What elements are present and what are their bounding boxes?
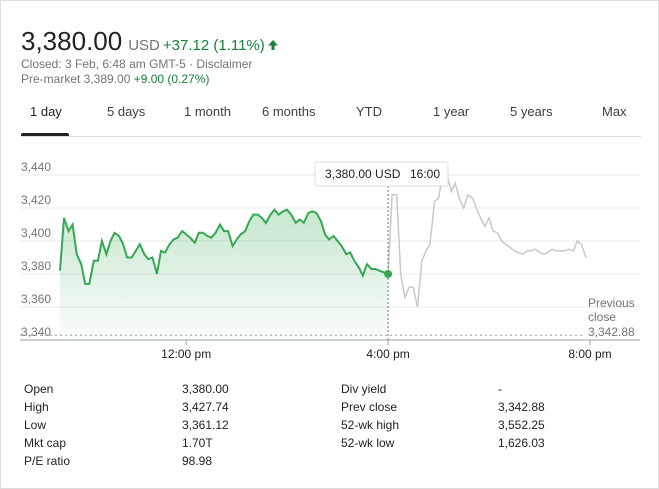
- tooltip-time: 16:00: [410, 167, 440, 181]
- tab-6-months[interactable]: 6 months: [262, 104, 316, 119]
- stat-row-52wk-low: 52-wk low 1,626.03: [341, 436, 581, 454]
- arrow-up-icon: [267, 40, 278, 50]
- tab-5-years[interactable]: 5 years: [510, 104, 553, 119]
- stat-label: Open: [24, 382, 54, 396]
- y-axis-labels: 3,440 3,420 3,400 3,380 3,360 3,340: [21, 160, 51, 339]
- previous-close-label-line1: Previous: [588, 296, 635, 310]
- stat-row-open: Open 3,380.00: [24, 382, 244, 400]
- x-tick-label: 4:00 pm: [366, 347, 409, 361]
- stat-label: Low: [24, 418, 47, 432]
- stat-row-mkt-cap: Mkt cap 1.70T: [24, 436, 244, 454]
- stat-value: 3,342.88: [498, 400, 545, 414]
- tab-1-month[interactable]: 1 month: [184, 104, 231, 119]
- stat-label: 52-wk low: [341, 436, 395, 450]
- regular-session-area: [60, 209, 389, 340]
- stat-value: 98.98: [182, 454, 213, 468]
- after-hours-line: [387, 174, 587, 308]
- tab-max[interactable]: Max: [602, 104, 627, 119]
- price-change: +37.12 (1.11%): [162, 37, 265, 54]
- x-axis-labels: 12:00 pm 4:00 pm 8:00 pm: [161, 340, 612, 361]
- stat-value: 1.70T: [182, 436, 213, 450]
- y-tick-label: 3,340: [21, 325, 51, 339]
- tabs-divider: [21, 136, 641, 137]
- range-tabs: 1 day 5 days 1 month 6 months YTD 1 year…: [21, 104, 636, 136]
- price-header: 3,380.00 USD +37.12 (1.11%): [21, 26, 279, 57]
- stat-label: Div yield: [341, 382, 387, 396]
- previous-close-value: 3,342.88: [588, 325, 635, 339]
- hover-point: [384, 270, 393, 278]
- premarket-info: Pre-market 3,389.00 +9.00 (0.27%): [21, 72, 209, 86]
- tab-5-days[interactable]: 5 days: [107, 104, 146, 119]
- stat-value: -: [498, 382, 502, 396]
- tooltip-price: 3,380.00 USD: [325, 167, 401, 181]
- x-tick-label: 8:00 pm: [568, 347, 611, 361]
- stat-row-pe-ratio: P/E ratio 98.98: [24, 454, 244, 472]
- closed-info: Closed: 3 Feb, 6:48 am GMT-5 · Disclaime…: [21, 57, 253, 71]
- tab-1-day[interactable]: 1 day: [30, 104, 62, 119]
- active-tab-indicator: [21, 133, 69, 136]
- currency-label: USD: [128, 37, 160, 54]
- stat-label: 52-wk high: [341, 418, 400, 432]
- stat-value: 3,380.00: [182, 382, 229, 396]
- stat-label: High: [24, 400, 49, 414]
- previous-close-label-line2: close: [588, 310, 616, 324]
- stat-value: 3,361.12: [182, 418, 229, 432]
- stats-left-column: Open 3,380.00 High 3,427.74 Low 3,361.12…: [24, 382, 244, 472]
- stat-row-52wk-high: 52-wk high 3,552.25: [341, 418, 581, 436]
- stat-row-high: High 3,427.74: [24, 400, 244, 418]
- stat-row-div-yield: Div yield -: [341, 382, 581, 400]
- stat-value: 1,626.03: [498, 436, 545, 450]
- y-tick-label: 3,420: [21, 193, 51, 207]
- stat-row-low: Low 3,361.12: [24, 418, 244, 436]
- hover-tooltip: 3,380.00 USD 16:00: [314, 161, 449, 187]
- stat-label: P/E ratio: [24, 454, 71, 468]
- stat-label: Prev close: [341, 400, 398, 414]
- y-tick-label: 3,440: [21, 160, 51, 174]
- stat-value: 3,552.25: [498, 418, 545, 432]
- y-tick-label: 3,360: [21, 292, 51, 306]
- premarket-label: Pre-market 3,389.00: [21, 72, 131, 86]
- regular-session-line: [59, 208, 389, 285]
- price-chart[interactable]: 3,440 3,420 3,400 3,380 3,360 3,340 12:00 pm 4…: [0, 150, 659, 372]
- tab-1-year[interactable]: 1 year: [433, 104, 470, 119]
- y-tick-label: 3,400: [21, 226, 51, 240]
- y-tick-label: 3,380: [21, 259, 51, 273]
- previous-close-label: Previous close 3,342.88: [588, 296, 635, 339]
- stat-label: Mkt cap: [24, 436, 67, 450]
- x-tick-label: 12:00 pm: [161, 347, 211, 361]
- current-price: 3,380.00: [21, 26, 123, 56]
- stats-right-column: Div yield - Prev close 3,342.88 52-wk hi…: [341, 382, 581, 454]
- stat-row-prev-close: Prev close 3,342.88: [341, 400, 581, 418]
- stat-value: 3,427.74: [182, 400, 229, 414]
- tab-ytd[interactable]: YTD: [356, 104, 382, 119]
- premarket-change: +9.00 (0.27%): [133, 72, 210, 86]
